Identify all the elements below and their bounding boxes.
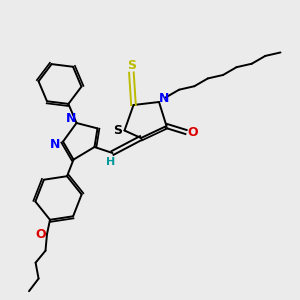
Text: S: S [113,124,122,137]
Text: O: O [36,228,46,241]
Text: S: S [127,58,136,72]
Text: O: O [187,126,198,139]
Text: N: N [66,112,76,125]
Text: H: H [106,157,116,167]
Text: N: N [159,92,170,106]
Text: N: N [50,137,60,151]
